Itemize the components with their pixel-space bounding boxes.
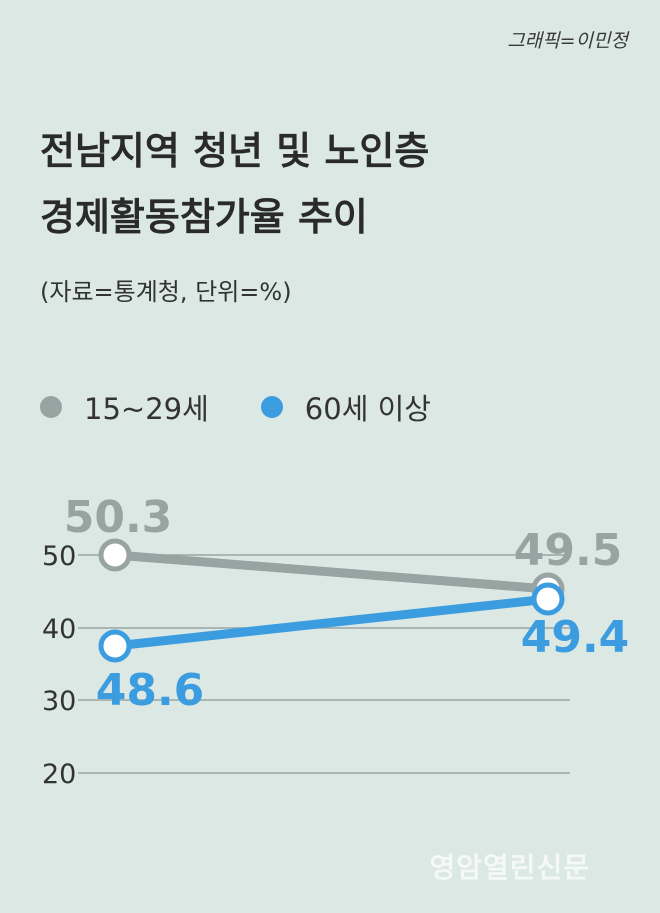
source-note: (자료=통계청, 단위=%): [40, 278, 292, 306]
chart-title: 전남지역 청년 및 노인층 경제활동참가율 추이: [40, 118, 429, 250]
publisher-watermark: 영암열린신문: [429, 851, 590, 884]
legend-label-elderly: 60세 이상: [304, 392, 431, 426]
title-line-2: 경제활동참가율 추이: [40, 195, 368, 239]
legend-item-youth: 15~29세: [40, 386, 209, 428]
y-tick-label: 20: [42, 759, 76, 790]
y-tick-label: 50: [42, 541, 76, 572]
graphic-credit: 그래픽=이민정: [507, 30, 628, 52]
data-label: 49.4: [521, 612, 630, 663]
data-label: 49.5: [514, 525, 623, 576]
data-point-marker: [98, 538, 132, 572]
legend-item-elderly: 60세 이상: [260, 386, 431, 428]
series-line: [110, 550, 553, 594]
legend-gray-dot-icon: [40, 396, 62, 418]
data-point-marker: [531, 582, 565, 616]
data-point-marker: [98, 629, 132, 663]
y-tick-label: 30: [42, 686, 76, 717]
data-label: 50.3: [64, 492, 173, 543]
legend-label-youth: 15~29세: [84, 392, 209, 426]
legend-blue-dot-icon: [260, 396, 283, 418]
data-label: 48.6: [96, 665, 205, 716]
legend: 15~29세 60세 이상: [40, 386, 483, 428]
y-tick-label: 40: [42, 614, 76, 645]
title-line-1: 전남지역 청년 및 노인층: [40, 129, 430, 173]
series-line: [110, 594, 553, 651]
